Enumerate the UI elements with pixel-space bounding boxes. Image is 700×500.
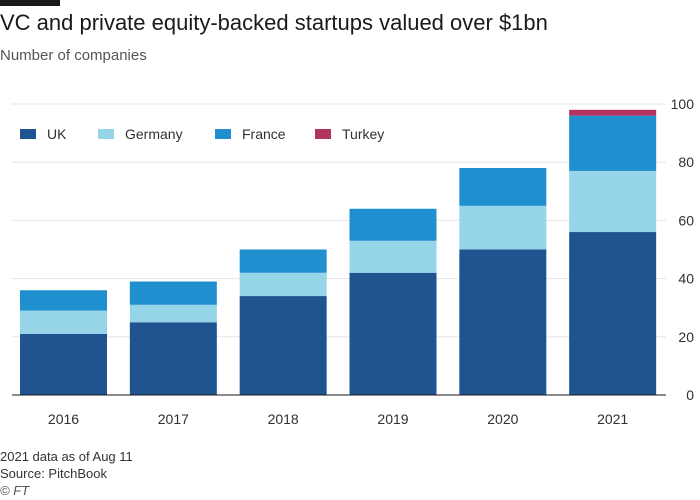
bar-turkey-2021 xyxy=(569,109,657,116)
y-tick-label: 40 xyxy=(678,271,694,287)
legend-swatch-germany xyxy=(98,129,114,139)
bar-germany-2017 xyxy=(129,304,217,323)
chart-area: 0 20 40 60 80 100 2016 2017 2018 2019 2020 2021 UK G… xyxy=(12,96,694,427)
footnote: 2021 data as of Aug 11 xyxy=(0,449,133,464)
source-note: Source: PitchBook xyxy=(0,466,107,481)
legend-swatch-uk xyxy=(20,129,36,139)
bar-france-2018 xyxy=(239,249,327,273)
legend-label-uk: UK xyxy=(47,126,67,142)
bar-uk-2019 xyxy=(349,272,437,395)
bar-uk-2021 xyxy=(569,232,657,395)
y-tick-label: 20 xyxy=(678,329,694,345)
bar-france-2021 xyxy=(569,115,657,171)
x-tick-label: 2019 xyxy=(377,411,408,427)
chart-subtitle: Number of companies xyxy=(0,47,147,64)
y-tick-label: 60 xyxy=(678,212,694,228)
bars xyxy=(20,109,657,395)
gridlines xyxy=(12,103,666,338)
bar-france-2019 xyxy=(349,208,437,241)
x-tick-label: 2020 xyxy=(487,411,518,427)
legend-label-france: France xyxy=(242,126,286,142)
legend: UK Germany France Turkey xyxy=(20,126,384,142)
bar-germany-2020 xyxy=(459,205,547,250)
y-tick-label: 0 xyxy=(686,387,694,403)
bar-uk-2018 xyxy=(239,296,327,395)
bar-france-2020 xyxy=(459,168,547,206)
axes: 0 20 40 60 80 100 2016 2017 2018 2019 2020 2021 xyxy=(12,96,694,427)
legend-label-germany: Germany xyxy=(125,126,183,142)
chart-title: VC and private equity-backed startups va… xyxy=(0,10,548,35)
x-tick-label: 2016 xyxy=(48,411,79,427)
top-rule xyxy=(0,0,60,6)
x-tick-label: 2021 xyxy=(597,411,628,427)
legend-swatch-france xyxy=(215,129,231,139)
legend-label-turkey: Turkey xyxy=(342,126,384,142)
y-tick-label: 80 xyxy=(678,154,694,170)
bar-france-2017 xyxy=(129,281,217,305)
bar-germany-2021 xyxy=(569,170,657,233)
bar-france-2016 xyxy=(20,290,107,311)
bar-germany-2019 xyxy=(349,240,437,273)
bar-uk-2017 xyxy=(129,322,217,395)
legend-swatch-turkey xyxy=(315,129,331,139)
y-tick-label: 100 xyxy=(671,96,695,112)
bar-germany-2018 xyxy=(239,272,327,297)
x-tick-label: 2018 xyxy=(268,411,299,427)
x-tick-label: 2017 xyxy=(158,411,189,427)
bar-uk-2016 xyxy=(20,333,107,395)
ft-credit: © FT xyxy=(0,483,30,498)
bar-uk-2020 xyxy=(459,249,547,395)
bar-germany-2016 xyxy=(20,310,107,334)
